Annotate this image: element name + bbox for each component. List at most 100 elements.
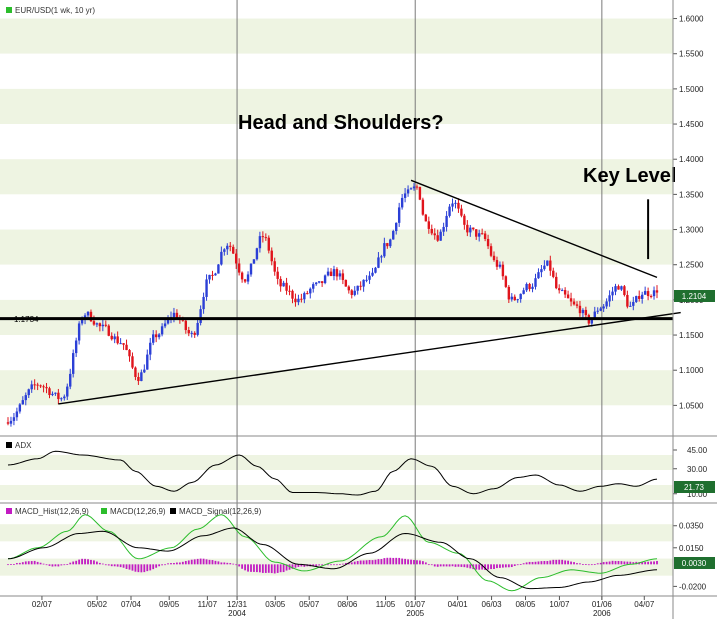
adx-last-box [674,481,715,493]
candle-body [531,286,534,290]
candle-body [140,372,143,382]
macd-hist-bar [21,562,24,565]
macd-hist-bar [149,564,152,571]
macd-hist-bar [457,564,460,567]
macd-hist-bar [27,561,30,565]
macd-hist-bar [484,564,487,570]
macd-hist-bar [576,563,578,565]
macd-hist-bar [205,559,208,565]
candle-body [341,273,345,280]
macd-hist-bar [7,564,9,566]
macd-line-legend: MACD(12,26,9) [110,507,166,516]
candle-body [365,279,368,281]
macd-hist-bar [125,564,128,569]
macd-hist-bar [389,557,392,565]
price-panel: 1.6000 1.5500 1.5000 1.4500 1.4000 1.3500 1.30… [0,6,715,427]
macd-hist-bar [267,564,270,573]
candle-body [599,308,602,311]
candle-body [392,231,395,240]
candle-body [149,342,152,355]
candle-body [77,323,81,341]
candle-body [211,274,214,276]
candle-body [18,404,22,412]
date-tick-label: 02/07 [32,600,53,609]
candle-body [596,310,599,312]
candle-body [306,293,309,295]
macd-hist-bar [647,561,650,565]
year-tick-label: 2005 [406,609,424,618]
macd-hist-bar [270,564,273,574]
candle-body [593,311,596,320]
macd-hist-bar [487,564,489,570]
macd-hist-bar [333,564,335,566]
macd-hist-bar [608,561,611,565]
macd-hist-bar [439,564,442,567]
macd-hist-bar [392,557,395,565]
candle-body [80,319,84,324]
candle-body [113,336,116,340]
candle-body [377,257,380,268]
candle-body [282,282,285,287]
indicator-band [0,455,673,470]
candle-body [160,326,164,335]
macd-hist-bar [413,560,415,565]
candle-body [558,288,561,291]
macd-hist-bar [644,562,647,565]
candle-body [374,267,377,273]
date-tick-label: 04/07 [634,600,655,609]
candle-body [39,385,42,387]
candle-body [143,369,146,373]
macd-hist-bar [279,564,282,573]
candle-body [492,255,496,261]
candle-body [501,264,505,277]
candle-body [326,271,330,276]
date-tick-label: 08/06 [337,600,358,609]
macd-hist-bar [330,564,332,566]
price-tick-label: 1.0500 [679,401,704,410]
macd-hist-bar [626,561,629,565]
candle-body [205,279,208,297]
macd-hist-bar [513,564,516,566]
macd-signal-swatch [170,508,176,514]
macd-hist-bar [507,564,510,568]
candle-body [71,353,75,374]
candle-body [332,269,336,277]
macd-hist-bar [546,561,549,565]
macd-hist-bar [383,558,386,565]
macd-hist-bar [303,564,306,567]
candle-body [371,272,374,276]
candle-body [655,290,659,293]
candle-body [184,320,188,331]
candle-body [208,274,211,280]
macd-hist-bar [587,564,590,566]
candle-body [347,286,350,291]
macd-tick-label: 0.0150 [679,544,704,553]
macd-hist-bar [344,562,347,565]
candle-body [45,387,48,389]
macd-hist-bar [590,564,593,566]
macd-hist-bar [146,564,149,572]
price-band [0,229,673,265]
macd-hist-bar [567,560,569,565]
macd-hist-bar [339,564,341,565]
macd-hist-bar [261,564,264,573]
candle-body [202,296,205,310]
candle-body [418,186,422,200]
candle-body [454,202,457,204]
candle-body [412,186,416,189]
macd-hist-bar [128,564,131,570]
candle-body [344,279,348,287]
macd-hist-bar [525,562,528,565]
candle-body [131,356,134,368]
candle-body [638,296,641,299]
candle-body [617,286,620,290]
macd-hist-bar [42,563,45,565]
macd-hist-bar [448,564,451,567]
macd-hist-bar [558,559,561,565]
candle-body [463,215,466,225]
price-axis: 1.6000 1.5500 1.5000 1.4500 1.4000 1.3500 1.30… [673,15,704,410]
macd-hist-bar [69,562,72,565]
adx-tick-label: 30.00 [687,465,708,474]
candle-body [217,264,220,274]
